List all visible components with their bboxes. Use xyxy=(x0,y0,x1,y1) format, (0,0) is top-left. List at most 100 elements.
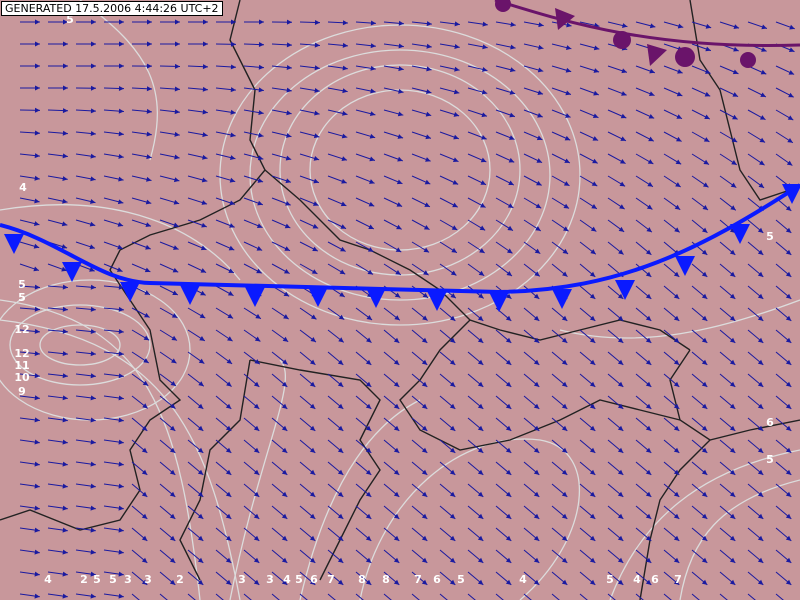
wind-arrow xyxy=(159,439,176,454)
wind-arrow xyxy=(327,131,348,139)
wind-arrow xyxy=(131,593,140,600)
front-triangle xyxy=(552,289,572,309)
wind-arrow xyxy=(76,19,96,25)
wind-arrow xyxy=(579,109,599,119)
wind-arrow xyxy=(495,483,512,498)
wind-arrow xyxy=(719,109,738,120)
wind-arrow xyxy=(215,593,224,600)
wind-arrow xyxy=(775,439,792,454)
wind-arrow xyxy=(523,65,544,73)
wind-arrow xyxy=(75,329,96,334)
wind-arrow xyxy=(495,263,513,277)
wind-arrow xyxy=(495,153,515,163)
wind-arrow xyxy=(243,241,263,251)
wind-arrow xyxy=(411,263,429,276)
wind-arrow xyxy=(411,197,431,208)
wind-arrow xyxy=(131,417,148,432)
wind-arrow xyxy=(551,329,568,344)
wind-arrow xyxy=(131,351,150,364)
contour-label: 7 xyxy=(327,573,335,586)
wind-arrow xyxy=(523,373,540,388)
wind-arrow xyxy=(383,351,400,366)
wind-arrow xyxy=(355,483,372,498)
wind-arrow xyxy=(243,219,263,229)
contour-label: 5 xyxy=(109,573,117,586)
wind-arrow xyxy=(523,43,544,50)
contour-label: 8 xyxy=(358,573,366,586)
wind-arrow xyxy=(299,307,317,320)
wind-arrow xyxy=(383,263,402,276)
wind-arrow xyxy=(243,131,264,138)
wind-arrow xyxy=(47,284,68,290)
wind-arrow xyxy=(19,395,40,401)
wind-arrow xyxy=(691,549,708,564)
wind-arrow xyxy=(159,395,176,410)
wind-arrow xyxy=(551,483,568,498)
wind-arrow xyxy=(103,527,124,533)
wind-arrow xyxy=(579,285,596,300)
wind-arrow xyxy=(691,21,712,29)
wind-arrow xyxy=(355,197,375,207)
wind-arrow xyxy=(327,417,344,432)
wind-arrow xyxy=(495,351,512,366)
wind-arrow xyxy=(775,593,784,600)
wind-arrow xyxy=(775,417,792,432)
wind-arrow xyxy=(747,329,764,344)
wind-arrow xyxy=(747,505,764,520)
wind-arrow xyxy=(747,131,766,143)
wind-arrow xyxy=(75,85,97,91)
wind-arrow xyxy=(271,461,288,476)
wind-arrow xyxy=(299,263,318,275)
wind-arrow xyxy=(635,219,653,233)
contour-label: 5 xyxy=(295,573,303,586)
wind-arrow xyxy=(271,263,290,274)
wind-arrow xyxy=(495,461,512,476)
wind-arrow xyxy=(243,64,264,70)
wind-arrow xyxy=(215,373,232,387)
wind-arrow xyxy=(243,483,260,498)
wind-arrow xyxy=(103,306,124,312)
wind-arrow xyxy=(327,153,348,162)
wind-arrow xyxy=(355,175,375,184)
wind-arrow xyxy=(215,241,235,251)
wind-arrow xyxy=(579,395,596,410)
wind-arrow xyxy=(747,549,764,564)
wind-arrow xyxy=(747,571,764,586)
wind-arrow xyxy=(607,417,624,432)
wind-arrow xyxy=(383,20,404,26)
wind-arrow xyxy=(103,417,124,423)
wind-arrow xyxy=(467,571,484,586)
wind-arrow xyxy=(131,63,153,69)
front-triangle xyxy=(180,285,200,305)
wind-arrow xyxy=(635,417,652,432)
wind-arrow xyxy=(551,461,568,476)
wind-arrow xyxy=(159,86,180,92)
wind-arrow xyxy=(691,329,708,344)
wind-arrow xyxy=(103,549,124,555)
wind-arrow xyxy=(467,175,487,186)
wind-arrow xyxy=(103,505,124,511)
wind-arrow xyxy=(103,131,124,137)
wind-arrow xyxy=(327,65,348,71)
wind-arrow xyxy=(635,21,656,29)
wind-arrow xyxy=(299,197,319,206)
wind-arrow xyxy=(719,483,736,498)
wind-arrow xyxy=(188,19,208,25)
wind-arrow xyxy=(579,329,596,344)
wind-arrow xyxy=(271,175,292,184)
contour-label: 6 xyxy=(651,573,659,586)
wind-arrow xyxy=(355,593,364,600)
wind-arrow xyxy=(187,131,208,138)
wind-arrow xyxy=(551,307,568,322)
wind-arrow xyxy=(719,87,739,98)
wind-arrow xyxy=(75,131,96,137)
wind-arrow xyxy=(75,351,96,357)
wind-arrow xyxy=(159,131,180,137)
wind-arrow xyxy=(159,593,168,600)
wind-arrow xyxy=(607,153,626,165)
occluded-front xyxy=(494,0,800,68)
wind-arrow xyxy=(48,19,68,25)
wind-arrow xyxy=(20,19,40,25)
wind-arrow xyxy=(579,43,600,51)
wind-arrow xyxy=(75,395,96,401)
